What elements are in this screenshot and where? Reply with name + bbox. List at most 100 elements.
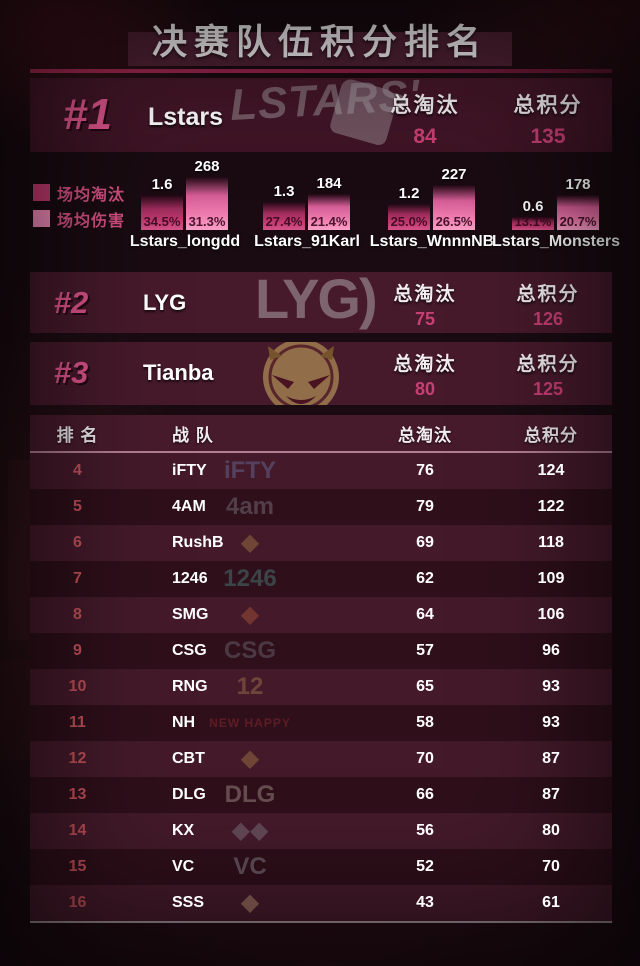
total-elims-value: 75: [414, 309, 436, 329]
rank3-band: #3 Tianba 总淘汰 80 总积分 125: [30, 342, 612, 405]
page-title: 决赛队伍积分排名: [151, 23, 488, 62]
avg-damage-value: 178: [565, 176, 591, 193]
row-team: RushB: [172, 534, 224, 551]
row-total-elims: 66: [416, 786, 434, 803]
row-team: iFTY: [172, 462, 207, 479]
row-rank: 15: [68, 858, 87, 875]
row-total-points: 122: [537, 498, 565, 515]
row-total-points: 87: [542, 786, 560, 803]
avg-elims-value: 1.6: [151, 176, 173, 193]
rank1-band: LSTARS' #1 Lstars 总淘汰 84 总积分 135: [30, 78, 612, 152]
row-total-points: 87: [542, 750, 560, 767]
avg-damage-bar: 31.3%: [186, 177, 228, 230]
title-divider: [30, 69, 612, 73]
rank1-number: #1: [63, 90, 112, 139]
avg-damage-value: 268: [194, 158, 220, 175]
row-total-points: 61: [542, 894, 560, 911]
rank2-total-elims: 总淘汰 75: [360, 272, 490, 333]
table-row: CSG 9 CSG 57 96: [30, 633, 612, 669]
avg-damage-bar: 20.7%: [557, 195, 599, 230]
rank3-team-name: Tianba: [143, 360, 214, 385]
legend-avg-elims: 场均淘汰: [33, 182, 125, 204]
row-total-points: 96: [542, 642, 560, 659]
rank2-number: #2: [53, 285, 89, 320]
total-points-column-header: 总积分: [524, 425, 578, 445]
lyg-ghost-logo: LYG): [255, 272, 378, 330]
row-team: 1246: [172, 570, 208, 587]
total-points-label: 总积分: [513, 94, 583, 117]
row-total-elims: 64: [416, 606, 434, 623]
elims-share-pct: 25.0%: [390, 214, 428, 229]
avg-damage-label: 场均伤害: [57, 212, 126, 230]
rank2-total-points: 总积分 126: [485, 272, 611, 333]
avg-elims-value: 1.3: [273, 183, 295, 200]
total-elims-label: 总淘汰: [390, 94, 460, 117]
row-rank: 14: [68, 822, 87, 839]
tianba-angry-face-logo: [263, 342, 339, 405]
damage-share-pct: 31.3%: [188, 214, 226, 229]
row-rank: 11: [69, 714, 86, 731]
total-points-label: 总积分: [516, 354, 580, 375]
rank3-number: #3: [53, 355, 89, 390]
team-column-header: 战 队: [172, 425, 214, 445]
avg-elims-bar: 13.1%: [512, 214, 554, 230]
rank1-team-name: Lstars: [148, 103, 224, 131]
player-name: Lstars_longdd: [129, 233, 241, 250]
damage-share-pct: 20.7%: [559, 214, 597, 229]
row-total-points: 70: [542, 858, 560, 875]
total-elims-value: 80: [414, 379, 436, 399]
stats-legend: 场均淘汰 场均伤害: [33, 182, 125, 234]
row-total-points: 109: [537, 570, 565, 587]
row-team: 4AM: [172, 498, 206, 515]
row-rank: 6: [73, 534, 82, 551]
row-rank: 12: [68, 750, 87, 767]
avg-damage-bar: 21.4%: [308, 194, 350, 230]
table-row: VC 15 VC 52 70: [30, 849, 612, 885]
rank1-total-points: 总积分 135: [485, 78, 611, 152]
total-elims-column-header: 总淘汰: [398, 425, 452, 445]
total-elims-label: 总淘汰: [393, 284, 457, 305]
row-team: CBT: [172, 750, 205, 767]
row-total-points: 106: [537, 606, 565, 623]
damage-share-pct: 26.5%: [435, 214, 473, 229]
row-rank: 8: [73, 606, 82, 623]
table-bottom-rule: [30, 921, 612, 923]
row-team: RNG: [172, 678, 208, 695]
rank2-band: LYG) #2 LYG 总淘汰 75 总积分 126: [30, 272, 612, 333]
elims-share-pct: 27.4%: [265, 214, 303, 229]
avg-elims-bar: 27.4%: [263, 202, 305, 230]
row-team: VC: [172, 858, 195, 875]
row-total-elims: 65: [416, 678, 434, 695]
row-team: CSG: [172, 642, 207, 659]
row-rank: 5: [73, 498, 82, 515]
rank1-total-elims: 总淘汰 84: [360, 78, 490, 152]
table-row: ◆ 6 RushB 69 118: [30, 525, 612, 561]
table-row: DLG 13 DLG 66 87: [30, 777, 612, 813]
row-total-elims: 62: [416, 570, 434, 587]
rank3-total-elims: 总淘汰 80: [360, 342, 490, 405]
rank-column-header: 排 名: [56, 425, 99, 445]
rank2-team-name: LYG: [143, 290, 187, 315]
row-rank: 10: [68, 678, 87, 695]
lstars-player-stats: 场均淘汰 场均伤害 1.6 34.5% 268 31.3% Lstars_lon…: [0, 152, 640, 262]
total-elims-value: 84: [413, 125, 437, 148]
avg-elims-swatch-icon: [33, 184, 50, 201]
total-elims-label: 总淘汰: [393, 354, 457, 375]
total-points-label: 总积分: [516, 284, 580, 305]
standings-table-body: iFTY 4 iFTY 76 124 4am 5 4AM 79 122 ◆ 6 …: [30, 453, 612, 921]
row-total-points: 93: [542, 714, 560, 731]
row-total-elims: 70: [416, 750, 434, 767]
damage-share-pct: 21.4%: [310, 214, 348, 229]
row-team: SSS: [172, 894, 205, 911]
table-row: 4am 5 4AM 79 122: [30, 489, 612, 525]
avg-damage-value: 184: [316, 175, 342, 192]
total-points-value: 125: [532, 379, 564, 399]
row-rank: 13: [68, 786, 87, 803]
avg-elims-bar: 25.0%: [388, 204, 430, 230]
player-name: Lstars_91Karl: [254, 233, 360, 250]
rank3-total-points: 总积分 125: [485, 342, 611, 405]
standings-table-header: 排 名 战 队 总淘汰 总积分: [30, 415, 612, 453]
row-rank: 7: [73, 570, 82, 587]
elims-share-pct: 34.5%: [143, 214, 181, 229]
title-banner-strip: [128, 32, 512, 66]
